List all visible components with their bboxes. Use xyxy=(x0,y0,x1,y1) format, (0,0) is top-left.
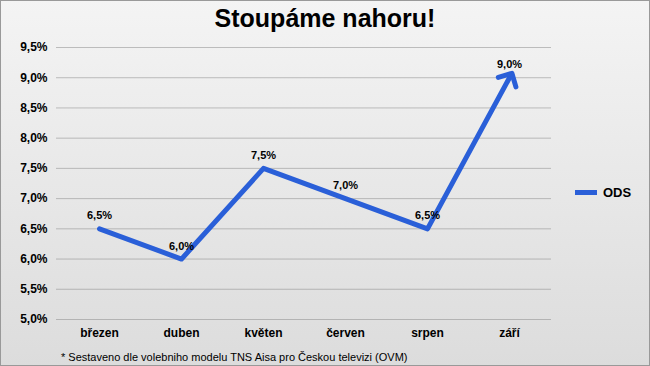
html-text:ODS: ODS xyxy=(603,184,632,200)
svg-text:březen: březen xyxy=(80,326,119,340)
svg-text:9,0%: 9,0% xyxy=(497,58,522,70)
svg-text:6,0%: 6,0% xyxy=(169,240,194,252)
svg-text:5,5%: 5,5% xyxy=(20,282,48,296)
svg-text:8,0%: 8,0% xyxy=(20,131,48,145)
svg-text:6,5%: 6,5% xyxy=(20,222,48,236)
svg-text:7,5%: 7,5% xyxy=(20,161,48,175)
svg-text:7,0%: 7,0% xyxy=(333,179,358,191)
svg-text:září: září xyxy=(499,326,520,340)
svg-text:červen: červen xyxy=(326,326,365,340)
html-text:Stoupáme nahoru!: Stoupáme nahoru! xyxy=(214,4,436,32)
svg-text:květen: květen xyxy=(244,326,282,340)
svg-text:9,0%: 9,0% xyxy=(20,71,48,85)
svg-text:duben: duben xyxy=(164,326,200,340)
svg-text:7,0%: 7,0% xyxy=(20,191,48,205)
html-text:* Sestaveno dle volebniho mode: * Sestaveno dle volebniho modelu TNS Ais… xyxy=(61,351,408,363)
svg-text:5,0%: 5,0% xyxy=(20,312,48,326)
svg-text:9,5%: 9,5% xyxy=(20,40,48,54)
svg-text:6,0%: 6,0% xyxy=(20,252,48,266)
svg-text:6,5%: 6,5% xyxy=(415,209,440,221)
svg-text:7,5%: 7,5% xyxy=(251,149,276,161)
svg-text:srpen: srpen xyxy=(411,326,444,340)
svg-text:6,5%: 6,5% xyxy=(87,209,112,221)
svg-text:8,5%: 8,5% xyxy=(20,101,48,115)
